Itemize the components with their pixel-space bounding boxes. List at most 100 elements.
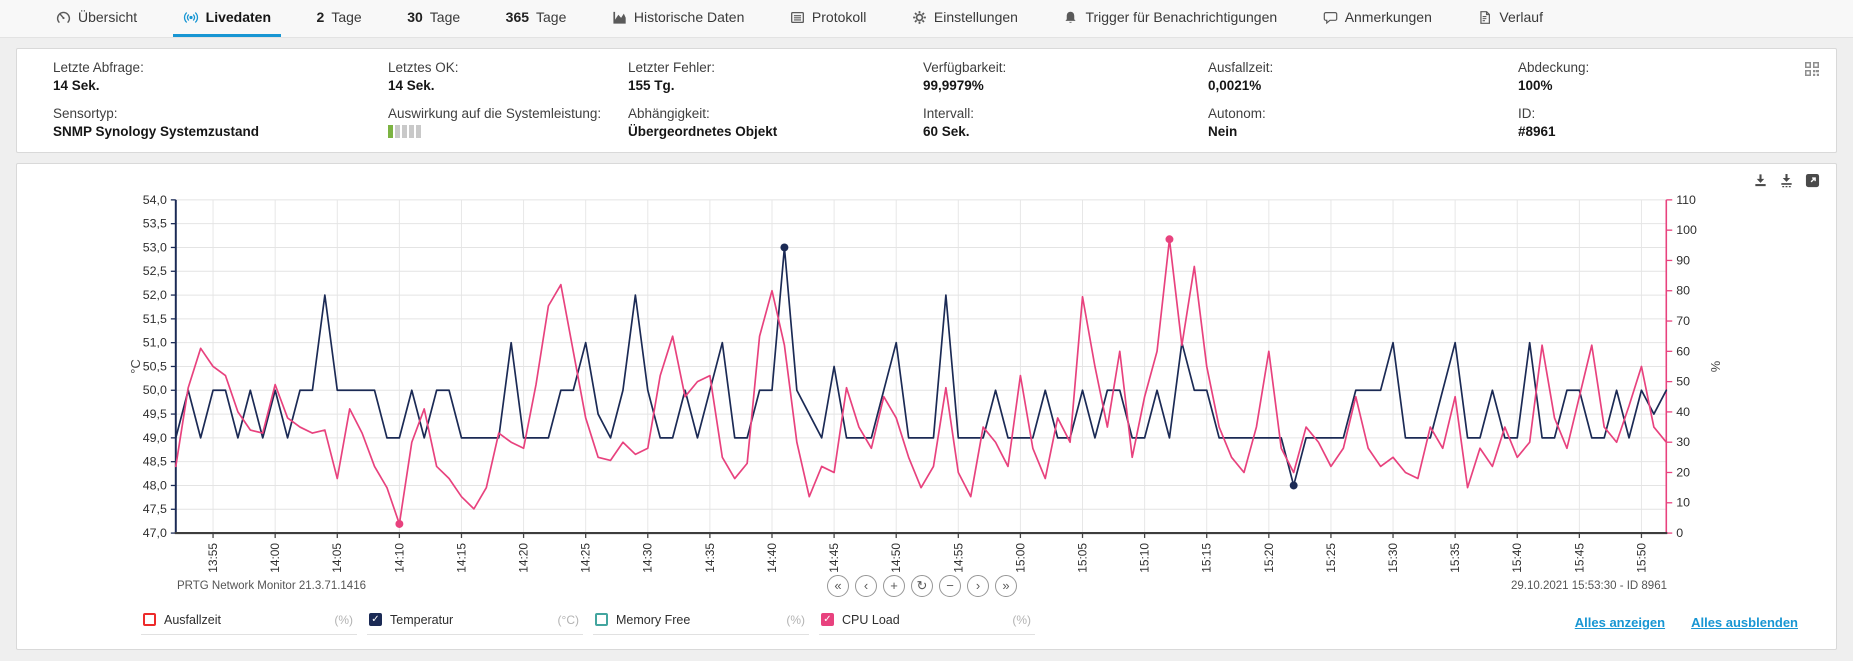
svg-text:13:55: 13:55: [206, 543, 220, 573]
impact-segment: [395, 125, 400, 138]
svg-text:15:25: 15:25: [1324, 543, 1338, 573]
svg-text:15:05: 15:05: [1075, 543, 1089, 573]
fast-forward-button[interactable]: »: [995, 575, 1017, 597]
tab-trigger[interactable]: Trigger für Benachrichtigungen: [1053, 0, 1287, 37]
tab-label: Historische Daten: [634, 9, 745, 25]
svg-text:52,5: 52,5: [143, 264, 167, 278]
info-value: 0,0021%: [1208, 78, 1518, 93]
live-graph-card: 47,047,548,048,549,049,550,050,551,051,5…: [16, 163, 1837, 650]
tab-30-tage[interactable]: 30 Tage: [397, 0, 470, 37]
svg-text:14:30: 14:30: [641, 543, 655, 573]
svg-text:54,0: 54,0: [143, 193, 167, 207]
tab-einstellungen[interactable]: Einstellungen: [902, 0, 1028, 37]
impact-segment: [416, 125, 421, 138]
show-all-link[interactable]: Alles anzeigen: [1575, 615, 1665, 630]
tab-count: 2: [317, 9, 325, 25]
svg-text:15:40: 15:40: [1510, 543, 1524, 573]
info-value: 14 Sek.: [53, 78, 388, 93]
svg-text:14:20: 14:20: [517, 543, 531, 573]
bell-icon: [1063, 10, 1078, 25]
svg-text:52,0: 52,0: [143, 288, 167, 302]
info-label: Auswirkung auf die Systemleistung:: [388, 106, 628, 121]
info-value: 100%: [1518, 78, 1806, 93]
tab-365-tage[interactable]: 365Tage: [496, 0, 577, 37]
legend-temperatur[interactable]: ✓Temperatur(°C): [367, 611, 583, 635]
svg-text:48,0: 48,0: [143, 478, 167, 492]
download-csv-icon[interactable]: [1779, 173, 1794, 188]
legend-label: CPU Load: [842, 613, 900, 627]
info-value: #8961: [1518, 124, 1806, 139]
info-cell: Letzte Abfrage:14 Sek.: [53, 60, 388, 93]
tab-label: Trigger für Benachrichtigungen: [1085, 9, 1277, 25]
legend-memory-free[interactable]: Memory Free (%): [593, 611, 809, 635]
info-cell: Abhängigkeit:Übergeordnetes Objekt: [628, 106, 923, 139]
legend-ausfallzeit[interactable]: Ausfallzeit(%): [141, 611, 357, 635]
tab-anmerkungen[interactable]: Anmerkungen: [1313, 0, 1442, 37]
svg-text:49,5: 49,5: [143, 407, 167, 421]
fast-backward-button[interactable]: «: [827, 575, 849, 597]
tab-protokoll[interactable]: Protokoll: [780, 0, 876, 37]
svg-text:0: 0: [1676, 526, 1683, 540]
info-label: Letzter Fehler:: [628, 60, 923, 75]
qr-code-icon[interactable]: [1804, 61, 1820, 80]
info-value: 155 Tg.: [628, 78, 923, 93]
svg-text:48,5: 48,5: [143, 455, 167, 469]
checked-checkbox[interactable]: ✓: [369, 613, 382, 626]
hide-all-link[interactable]: Alles ausblenden: [1691, 615, 1798, 630]
info-label: Ausfallzeit:: [1208, 60, 1518, 75]
impact-segment: [388, 125, 393, 138]
tab-historische-daten[interactable]: Historische Daten: [602, 0, 755, 37]
svg-text:14:25: 14:25: [579, 543, 593, 573]
unchecked-checkbox[interactable]: [143, 613, 156, 626]
info-label: Abdeckung:: [1518, 60, 1806, 75]
svg-text:15:00: 15:00: [1013, 543, 1027, 573]
svg-text:15:20: 15:20: [1262, 543, 1276, 573]
chart-actions: [1753, 173, 1820, 188]
info-value: 14 Sek.: [388, 78, 628, 93]
legend-cpu-load[interactable]: ✓CPU Load(%): [819, 611, 1035, 635]
sensor-info-grid: Letzte Abfrage:14 Sek.Letztes OK:14 Sek.…: [53, 60, 1806, 139]
svg-text:53,0: 53,0: [143, 240, 167, 254]
zoom-out-button[interactable]: −: [939, 575, 961, 597]
svg-text:90: 90: [1676, 253, 1690, 267]
svg-text:14:40: 14:40: [765, 543, 779, 573]
tab-2-tage[interactable]: 2 Tage: [307, 0, 372, 37]
tab-count: 30: [407, 9, 423, 25]
tab-label: Tage: [430, 9, 460, 25]
svg-text:10: 10: [1676, 496, 1690, 510]
tab-verlauf[interactable]: Verlauf: [1467, 0, 1553, 37]
info-label: Intervall:: [923, 106, 1208, 121]
zoom-in-button[interactable]: +: [883, 575, 905, 597]
sensor-info-panel: Letzte Abfrage:14 Sek.Letztes OK:14 Sek.…: [16, 48, 1837, 153]
info-cell: Abdeckung: 100%: [1518, 60, 1806, 93]
unchecked-checkbox[interactable]: [595, 613, 608, 626]
refresh-button[interactable]: ↻: [911, 575, 933, 597]
info-cell: Auswirkung auf die Systemleistung:: [388, 106, 628, 139]
svg-text:15:50: 15:50: [1634, 543, 1648, 573]
checked-checkbox[interactable]: ✓: [821, 613, 834, 626]
info-label: ID:: [1518, 106, 1806, 121]
svg-text:15:15: 15:15: [1200, 543, 1214, 573]
download-png-icon[interactable]: [1753, 173, 1768, 188]
performance-impact-bar: [388, 124, 628, 138]
legend-label: Memory Free: [616, 613, 690, 627]
legend-unit: (°C): [558, 613, 579, 627]
protocol-icon: [790, 10, 805, 25]
info-value: SNMP Synology Systemzustand: [53, 124, 388, 139]
legend-unit: (%): [786, 613, 805, 627]
step-backward-button[interactable]: ‹: [855, 575, 877, 597]
legend-unit: (%): [334, 613, 353, 627]
svg-text:50,0: 50,0: [143, 383, 167, 397]
tab-livedaten[interactable]: Livedaten: [173, 0, 281, 37]
tab-label: Tage: [331, 9, 361, 25]
svg-text:30: 30: [1676, 435, 1690, 449]
svg-text:47,0: 47,0: [143, 526, 167, 540]
tab-uebersicht[interactable]: Übersicht: [46, 0, 147, 37]
svg-text:60: 60: [1676, 344, 1690, 358]
step-forward-button[interactable]: ›: [967, 575, 989, 597]
svg-text:49,0: 49,0: [143, 431, 167, 445]
open-fullscreen-icon[interactable]: [1805, 173, 1820, 188]
comment-icon: [1323, 10, 1338, 25]
gear-icon: [912, 10, 927, 25]
tab-label: Livedaten: [206, 9, 271, 25]
